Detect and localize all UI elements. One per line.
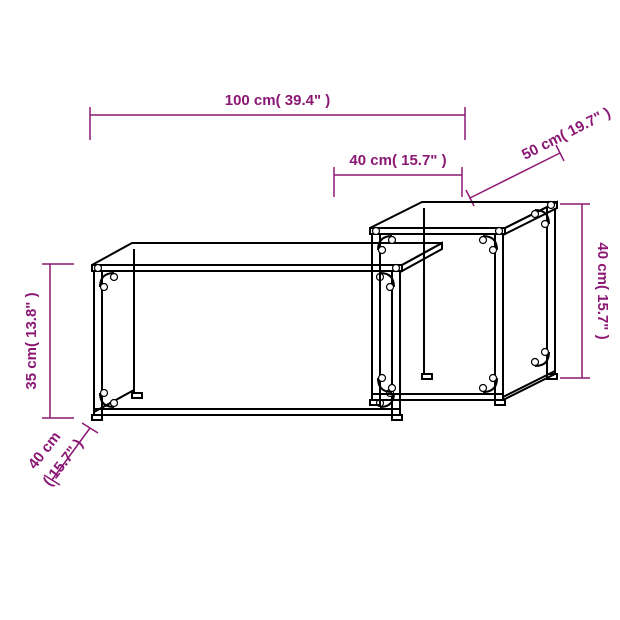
svg-text:35 cm( 13.8" ): 35 cm( 13.8" )	[23, 292, 40, 389]
dimension-annotations: 100 cm( 39.4" ) 40 cm( 15.7" ) 50 cm( 19.7…	[23, 92, 613, 489]
dimension-diagram: 100 cm( 39.4" ) 40 cm( 15.7" ) 50 cm( 19.7…	[0, 0, 620, 620]
svg-text:40 cm( 15.7" ): 40 cm( 15.7" )	[594, 242, 611, 339]
svg-text:40 cm( 15.7" ): 40 cm( 15.7" )	[349, 152, 446, 169]
svg-text:100 cm( 39.4" ): 100 cm( 39.4" )	[225, 92, 331, 109]
svg-text:50 cm( 19.7" ): 50 cm( 19.7" )	[519, 104, 613, 163]
furniture-outline	[92, 202, 557, 421]
